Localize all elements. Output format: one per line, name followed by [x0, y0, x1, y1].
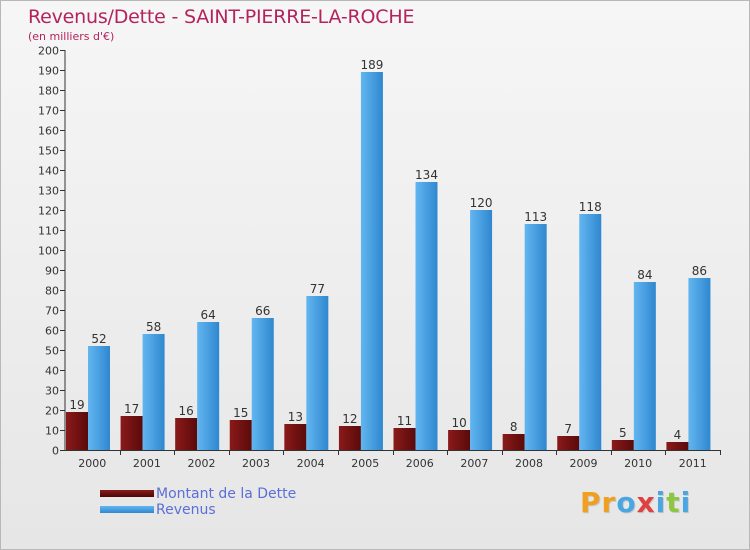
legend-label-revenue: Revenus — [156, 502, 216, 518]
y-tick-label: 100 — [38, 245, 59, 258]
bar-revenue — [688, 278, 711, 450]
bar-revenue — [306, 296, 329, 450]
bar-debt — [502, 434, 525, 450]
y-tick-label: 130 — [38, 185, 59, 198]
data-label-debt: 8 — [510, 420, 518, 434]
bar-debt — [66, 412, 88, 450]
logo-letter: x — [636, 486, 656, 519]
x-tick-label: 2004 — [297, 457, 325, 470]
data-label-revenue: 120 — [470, 196, 493, 210]
data-label-debt: 16 — [179, 404, 194, 418]
bar-debt — [448, 430, 471, 450]
data-label-revenue: 77 — [310, 282, 325, 296]
bar-revenue — [251, 318, 274, 450]
data-label-revenue: 84 — [637, 268, 652, 282]
y-tick-label: 180 — [38, 85, 59, 98]
data-label-debt: 11 — [397, 414, 412, 428]
y-tick-label: 70 — [45, 305, 59, 318]
legend-swatch-debt — [100, 490, 154, 497]
y-tick-label: 80 — [45, 285, 59, 298]
logo-letter: o — [616, 486, 637, 519]
bar-debt — [611, 440, 634, 450]
chart-unit-label: (en milliers d'€) — [28, 30, 115, 43]
data-label-revenue: 134 — [415, 168, 438, 182]
data-label-debt: 5 — [619, 426, 627, 440]
x-tick-label: 2000 — [78, 457, 106, 470]
data-label-debt: 19 — [69, 398, 84, 412]
data-label-debt: 4 — [674, 428, 682, 442]
logo-letter: i — [680, 486, 692, 519]
bar-revenue — [470, 210, 493, 450]
x-tick-label: 2006 — [406, 457, 434, 470]
data-label-revenue: 118 — [579, 200, 602, 214]
bar-revenue — [360, 72, 383, 450]
bar-debt — [120, 416, 143, 450]
bar-debt — [284, 424, 307, 450]
y-tick-label: 60 — [45, 325, 59, 338]
legend-label-debt: Montant de la Dette — [156, 486, 297, 502]
y-tick-label: 150 — [38, 145, 59, 158]
chart-title: Revenus/Dette - SAINT-PIERRE-LA-ROCHE — [28, 6, 415, 28]
y-tick-label: 190 — [38, 65, 59, 78]
bar-debt — [338, 426, 361, 450]
data-label-debt: 15 — [233, 406, 248, 420]
y-tick-label: 200 — [38, 45, 59, 58]
y-tick-label: 110 — [38, 225, 59, 238]
y-tick-label: 20 — [45, 405, 59, 418]
x-tick-label: 2010 — [624, 457, 652, 470]
x-tick-label: 2011 — [679, 457, 707, 470]
data-label-revenue: 58 — [146, 320, 161, 334]
x-tick-label: 2008 — [515, 457, 543, 470]
y-tick-label: 140 — [38, 165, 59, 178]
bar-revenue — [88, 346, 110, 450]
bar-debt — [666, 442, 689, 450]
data-label-revenue: 52 — [91, 332, 106, 346]
logo-letter: t — [666, 486, 681, 519]
data-label-revenue: 86 — [692, 264, 707, 278]
bar-revenue — [633, 282, 656, 450]
x-tick-label: 2003 — [242, 457, 270, 470]
y-tick-label: 0 — [52, 445, 59, 458]
x-tick-label: 2005 — [351, 457, 379, 470]
bar-revenue — [415, 182, 438, 450]
logo-letter: P — [580, 486, 602, 519]
y-tick-label: 30 — [45, 385, 59, 398]
bar-revenue — [142, 334, 165, 450]
x-tick-label: 2001 — [133, 457, 161, 470]
y-tick-label: 50 — [45, 345, 59, 358]
y-tick-label: 90 — [45, 265, 59, 278]
bar-debt — [229, 420, 252, 450]
x-tick-label: 2009 — [570, 457, 598, 470]
data-label-debt: 12 — [342, 412, 357, 426]
y-tick-label: 40 — [45, 365, 59, 378]
data-label-revenue: 189 — [360, 58, 383, 72]
logo-letter: r — [601, 486, 617, 519]
data-label-debt: 7 — [564, 422, 572, 436]
y-tick-label: 170 — [38, 105, 59, 118]
x-tick-label: 2007 — [460, 457, 488, 470]
bar-revenue — [197, 322, 220, 450]
bar-debt — [557, 436, 580, 450]
y-tick-label: 10 — [45, 425, 59, 438]
bar-debt — [175, 418, 198, 450]
logo-letter: i — [655, 486, 667, 519]
data-label-revenue: 113 — [524, 210, 547, 224]
data-label-debt: 10 — [451, 416, 466, 430]
bar-revenue — [524, 224, 547, 450]
legend-swatch-revenue — [100, 506, 154, 513]
proxiti-logo: Proxiti — [580, 486, 691, 519]
data-label-debt: 13 — [288, 410, 303, 424]
x-tick-label: 2002 — [187, 457, 215, 470]
data-label-revenue: 66 — [255, 304, 270, 318]
data-label-debt: 17 — [124, 402, 139, 416]
y-tick-label: 160 — [38, 125, 59, 138]
bar-revenue — [579, 214, 602, 450]
data-label-revenue: 64 — [201, 308, 216, 322]
bar-debt — [393, 428, 416, 450]
y-tick-label: 120 — [38, 205, 59, 218]
